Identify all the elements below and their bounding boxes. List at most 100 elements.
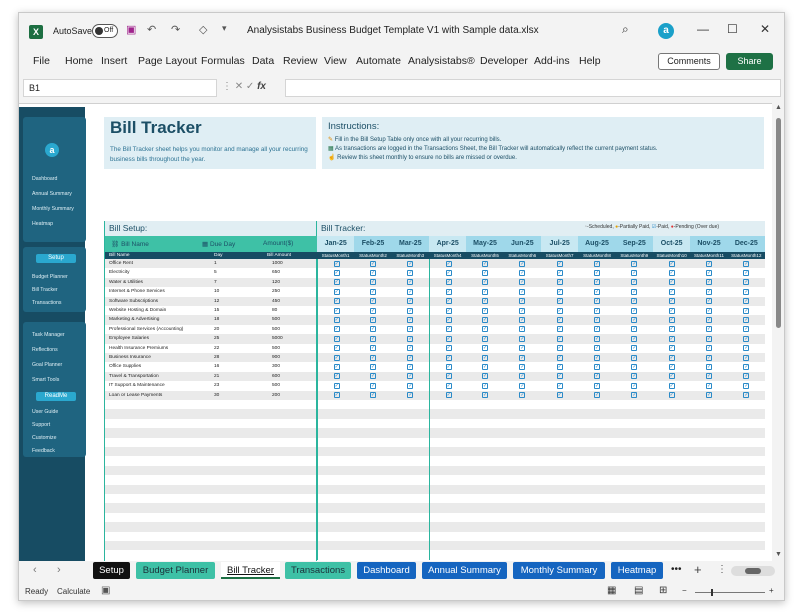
paid-checkbox-icon[interactable]: ✓ — [369, 354, 376, 361]
paid-checkbox-icon[interactable]: ✓ — [407, 354, 414, 361]
tracker-cell[interactable]: ✓ — [429, 334, 467, 344]
tracker-cell[interactable] — [354, 550, 392, 560]
maximize-icon[interactable]: ☐ — [727, 22, 738, 36]
paid-checkbox-icon[interactable]: ✓ — [445, 373, 452, 380]
tracker-cell[interactable] — [653, 447, 691, 457]
paid-checkbox-icon[interactable]: ✓ — [333, 279, 340, 286]
tracker-cell[interactable]: ✓ — [727, 315, 765, 325]
table-row[interactable]: Water & Utilities 7 120 — [105, 277, 316, 288]
paid-checkbox-icon[interactable]: ✓ — [556, 316, 563, 323]
tracker-cell[interactable]: ✓ — [317, 277, 355, 288]
tracker-cell[interactable] — [429, 409, 467, 419]
paid-checkbox-icon[interactable]: ✓ — [668, 316, 675, 323]
paid-checkbox-icon[interactable]: ✓ — [668, 279, 675, 286]
tracker-cell[interactable] — [317, 409, 355, 419]
paid-checkbox-icon[interactable]: ✓ — [556, 345, 563, 352]
tracker-cell[interactable] — [653, 456, 691, 466]
table-row[interactable]: Office Supplies 16 300 — [105, 362, 316, 372]
paid-checkbox-icon[interactable]: ✓ — [593, 269, 600, 276]
tracker-cell[interactable] — [466, 484, 504, 494]
table-row[interactable] — [105, 550, 316, 560]
tracker-cell[interactable] — [317, 447, 355, 457]
tracker-cell[interactable]: ✓ — [391, 315, 429, 325]
table-row[interactable] — [105, 494, 316, 504]
table-row[interactable] — [105, 437, 316, 447]
tracker-cell[interactable]: ✓ — [317, 259, 355, 269]
paid-checkbox-icon[interactable]: ✓ — [705, 373, 712, 380]
tracker-cell[interactable] — [391, 400, 429, 410]
paid-checkbox-icon[interactable]: ✓ — [631, 316, 638, 323]
tracker-cell[interactable] — [578, 447, 616, 457]
tracker-cell[interactable]: ✓ — [653, 315, 691, 325]
paid-checkbox-icon[interactable]: ✓ — [556, 363, 563, 370]
table-row[interactable] — [105, 447, 316, 457]
tracker-cell[interactable] — [653, 494, 691, 504]
tracker-cell[interactable]: ✓ — [429, 362, 467, 372]
table-row[interactable]: Travel & Transportation 21 600 — [105, 371, 316, 382]
tracker-cell[interactable] — [653, 541, 691, 551]
paid-checkbox-icon[interactable]: ✓ — [705, 269, 712, 276]
tracker-cell[interactable] — [727, 456, 765, 466]
paid-checkbox-icon[interactable]: ✓ — [369, 307, 376, 314]
tracker-cell[interactable] — [727, 418, 765, 429]
due-day-cell[interactable]: 16 — [214, 364, 220, 370]
bill-name-cell[interactable]: Professional Services (Accounting) — [109, 326, 184, 332]
paid-checkbox-icon[interactable]: ✓ — [556, 354, 563, 361]
paid-checkbox-icon[interactable]: ✓ — [668, 392, 675, 399]
tracker-cell[interactable]: ✓ — [615, 287, 653, 297]
tracker-cell[interactable]: ✓ — [653, 362, 691, 372]
tracker-cell[interactable]: ✓ — [466, 362, 504, 372]
vertical-scroll-thumb[interactable] — [776, 118, 781, 328]
tracker-cell[interactable]: ✓ — [354, 390, 392, 400]
tracker-cell[interactable]: ✓ — [503, 381, 541, 391]
tracker-cell[interactable] — [391, 475, 429, 485]
paid-checkbox-icon[interactable]: ✓ — [407, 392, 414, 399]
table-row[interactable] — [105, 475, 316, 485]
paid-checkbox-icon[interactable]: ✓ — [668, 326, 675, 333]
paid-checkbox-icon[interactable]: ✓ — [407, 373, 414, 380]
tracker-cell[interactable]: ✓ — [541, 296, 579, 306]
tracker-cell[interactable]: ✓ — [317, 287, 355, 297]
tracker-cell[interactable] — [541, 437, 579, 447]
paid-checkbox-icon[interactable]: ✓ — [743, 288, 750, 295]
tracker-cell[interactable] — [578, 400, 616, 410]
tracker-cell[interactable] — [466, 550, 504, 560]
tracker-cell[interactable] — [317, 437, 355, 447]
tracker-cell[interactable] — [690, 465, 728, 476]
paid-checkbox-icon[interactable]: ✓ — [445, 345, 452, 352]
paid-checkbox-icon[interactable]: ✓ — [705, 345, 712, 352]
tracker-cell[interactable]: ✓ — [503, 315, 541, 325]
paid-checkbox-icon[interactable]: ✓ — [668, 269, 675, 276]
tracker-cell[interactable]: ✓ — [354, 259, 392, 269]
tracker-cell[interactable] — [317, 400, 355, 410]
tracker-cell[interactable] — [503, 400, 541, 410]
paid-checkbox-icon[interactable]: ✓ — [407, 298, 414, 305]
paid-checkbox-icon[interactable]: ✓ — [369, 288, 376, 295]
add-sheet-icon[interactable]: + — [694, 562, 702, 577]
menu-data[interactable]: Data — [252, 55, 275, 67]
due-day-cell[interactable]: 23 — [214, 383, 220, 389]
sidebar-item-transactions[interactable]: Transactions — [32, 300, 62, 306]
tracker-cell[interactable] — [727, 531, 765, 541]
tracker-cell[interactable]: ✓ — [578, 371, 616, 382]
paid-checkbox-icon[interactable]: ✓ — [743, 345, 750, 352]
paid-checkbox-icon[interactable]: ✓ — [631, 335, 638, 342]
paid-checkbox-icon[interactable]: ✓ — [593, 363, 600, 370]
tracker-cell[interactable] — [317, 531, 355, 541]
tracker-cell[interactable] — [317, 428, 355, 438]
paid-checkbox-icon[interactable]: ✓ — [556, 260, 563, 267]
tracker-cell[interactable] — [615, 437, 653, 447]
tracker-cell[interactable]: ✓ — [466, 343, 504, 353]
tracker-cell[interactable]: ✓ — [466, 390, 504, 400]
tracker-cell[interactable] — [615, 447, 653, 457]
tracker-cell[interactable] — [354, 400, 392, 410]
paid-checkbox-icon[interactable]: ✓ — [631, 345, 638, 352]
tracker-cell[interactable]: ✓ — [317, 306, 355, 316]
tracker-cell[interactable] — [541, 512, 579, 523]
tracker-cell[interactable] — [541, 465, 579, 476]
tab-setup[interactable]: Setup — [93, 562, 130, 579]
tracker-cell[interactable] — [354, 531, 392, 541]
tracker-cell[interactable] — [466, 409, 504, 419]
tracker-cell[interactable]: ✓ — [653, 268, 691, 278]
tracker-cell[interactable] — [503, 541, 541, 551]
